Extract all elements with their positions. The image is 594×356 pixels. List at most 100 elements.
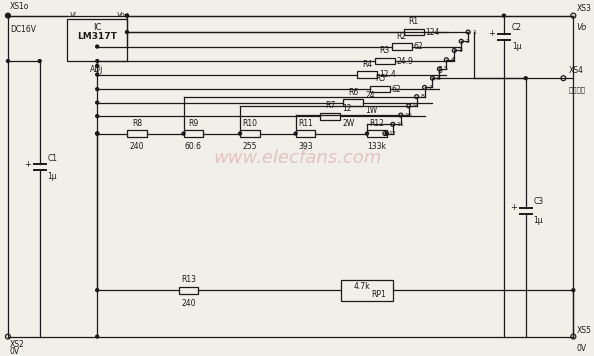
Circle shape bbox=[96, 289, 99, 292]
Text: 393: 393 bbox=[298, 142, 313, 151]
Text: 1μ: 1μ bbox=[533, 216, 544, 225]
Circle shape bbox=[38, 59, 41, 63]
Text: 6: 6 bbox=[437, 76, 440, 81]
Text: 133k: 133k bbox=[368, 142, 387, 151]
Bar bbox=[404, 28, 424, 36]
Text: 11: 11 bbox=[397, 122, 405, 127]
Bar bbox=[357, 71, 377, 78]
Circle shape bbox=[239, 132, 242, 135]
Text: R3: R3 bbox=[380, 46, 390, 55]
Circle shape bbox=[7, 14, 10, 17]
Text: R10: R10 bbox=[242, 119, 257, 128]
Circle shape bbox=[386, 132, 388, 135]
Text: 1μ: 1μ bbox=[48, 172, 57, 181]
Circle shape bbox=[96, 115, 99, 117]
Bar bbox=[240, 130, 260, 137]
Text: R11: R11 bbox=[298, 119, 313, 128]
Bar bbox=[127, 130, 147, 137]
Text: +: + bbox=[488, 30, 495, 38]
Text: 4: 4 bbox=[450, 57, 454, 62]
Text: 3: 3 bbox=[458, 48, 462, 53]
Text: 1μ: 1μ bbox=[512, 42, 522, 51]
Text: 0V: 0V bbox=[10, 347, 20, 356]
Circle shape bbox=[182, 132, 185, 135]
Bar bbox=[341, 279, 393, 301]
Bar bbox=[392, 43, 412, 50]
Text: 5: 5 bbox=[443, 67, 447, 72]
Text: R7: R7 bbox=[325, 101, 336, 110]
Text: 1W: 1W bbox=[365, 105, 377, 115]
Text: 240: 240 bbox=[181, 299, 195, 308]
Text: 8: 8 bbox=[421, 94, 425, 99]
Circle shape bbox=[7, 59, 10, 63]
Text: Vo: Vo bbox=[116, 11, 125, 17]
Text: 255: 255 bbox=[243, 142, 257, 151]
Circle shape bbox=[96, 73, 99, 76]
Text: 12: 12 bbox=[342, 104, 352, 113]
Text: R13: R13 bbox=[181, 275, 196, 284]
Text: ADj: ADj bbox=[90, 65, 103, 74]
Text: 124: 124 bbox=[425, 27, 440, 37]
Text: Vi: Vi bbox=[69, 11, 76, 17]
Circle shape bbox=[96, 101, 99, 104]
Text: www.elecfans.com: www.elecfans.com bbox=[213, 149, 382, 167]
Circle shape bbox=[96, 132, 99, 135]
Text: XS1o: XS1o bbox=[10, 2, 29, 11]
Circle shape bbox=[96, 64, 99, 67]
Text: 24.9: 24.9 bbox=[397, 57, 413, 66]
Circle shape bbox=[96, 45, 99, 48]
Text: IC: IC bbox=[93, 23, 102, 32]
Circle shape bbox=[525, 77, 527, 80]
Text: XS2: XS2 bbox=[10, 340, 25, 350]
Text: LM317T: LM317T bbox=[77, 32, 117, 41]
Circle shape bbox=[365, 132, 368, 135]
Text: R5: R5 bbox=[375, 74, 385, 83]
Text: R12: R12 bbox=[369, 119, 384, 128]
Text: 2W: 2W bbox=[342, 119, 355, 128]
Circle shape bbox=[294, 132, 297, 135]
Circle shape bbox=[503, 14, 505, 17]
Text: 9: 9 bbox=[413, 103, 416, 108]
Text: S: S bbox=[437, 66, 442, 75]
Text: 恒流输出: 恒流输出 bbox=[568, 86, 585, 93]
Text: 62: 62 bbox=[392, 85, 402, 94]
Text: 12: 12 bbox=[389, 131, 397, 136]
Bar bbox=[68, 20, 127, 61]
Text: 7: 7 bbox=[428, 85, 432, 90]
Circle shape bbox=[96, 88, 99, 90]
Text: DC16V: DC16V bbox=[10, 25, 36, 34]
Text: XS3: XS3 bbox=[576, 4, 591, 13]
Text: R6: R6 bbox=[348, 88, 358, 97]
Bar bbox=[367, 130, 387, 137]
Text: +: + bbox=[510, 204, 517, 213]
Circle shape bbox=[96, 132, 99, 135]
Bar bbox=[343, 99, 363, 106]
Circle shape bbox=[96, 335, 99, 338]
Circle shape bbox=[125, 14, 128, 17]
Circle shape bbox=[386, 132, 388, 135]
Circle shape bbox=[125, 14, 128, 17]
Bar bbox=[370, 86, 390, 93]
Text: C3: C3 bbox=[533, 197, 544, 206]
Text: 24: 24 bbox=[365, 91, 375, 100]
Circle shape bbox=[96, 132, 99, 135]
Text: 60.6: 60.6 bbox=[185, 142, 202, 151]
Text: XS4: XS4 bbox=[568, 66, 583, 75]
Text: 2: 2 bbox=[465, 39, 469, 44]
Text: RP1: RP1 bbox=[371, 289, 386, 299]
Text: 4.7k: 4.7k bbox=[354, 282, 371, 291]
Text: 62: 62 bbox=[413, 42, 424, 51]
Circle shape bbox=[96, 59, 99, 63]
Bar bbox=[179, 287, 198, 294]
Text: R2: R2 bbox=[397, 32, 407, 41]
Text: 0V: 0V bbox=[576, 344, 586, 353]
Text: R1: R1 bbox=[409, 17, 419, 26]
Text: Vo: Vo bbox=[576, 23, 587, 32]
Bar bbox=[184, 130, 203, 137]
Bar bbox=[296, 130, 315, 137]
Text: R4: R4 bbox=[362, 60, 372, 69]
Text: XS5: XS5 bbox=[576, 326, 591, 335]
Text: 1: 1 bbox=[472, 30, 476, 35]
Text: 12.4: 12.4 bbox=[379, 70, 396, 79]
Text: +: + bbox=[24, 160, 31, 169]
